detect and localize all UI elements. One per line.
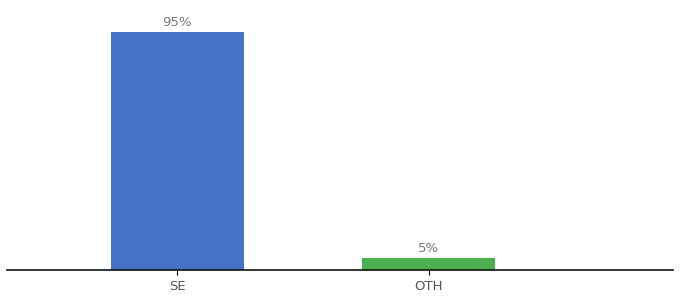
Text: 95%: 95% bbox=[163, 16, 192, 29]
Bar bbox=[362, 258, 496, 270]
Text: 5%: 5% bbox=[418, 242, 439, 255]
Bar bbox=[111, 32, 244, 270]
